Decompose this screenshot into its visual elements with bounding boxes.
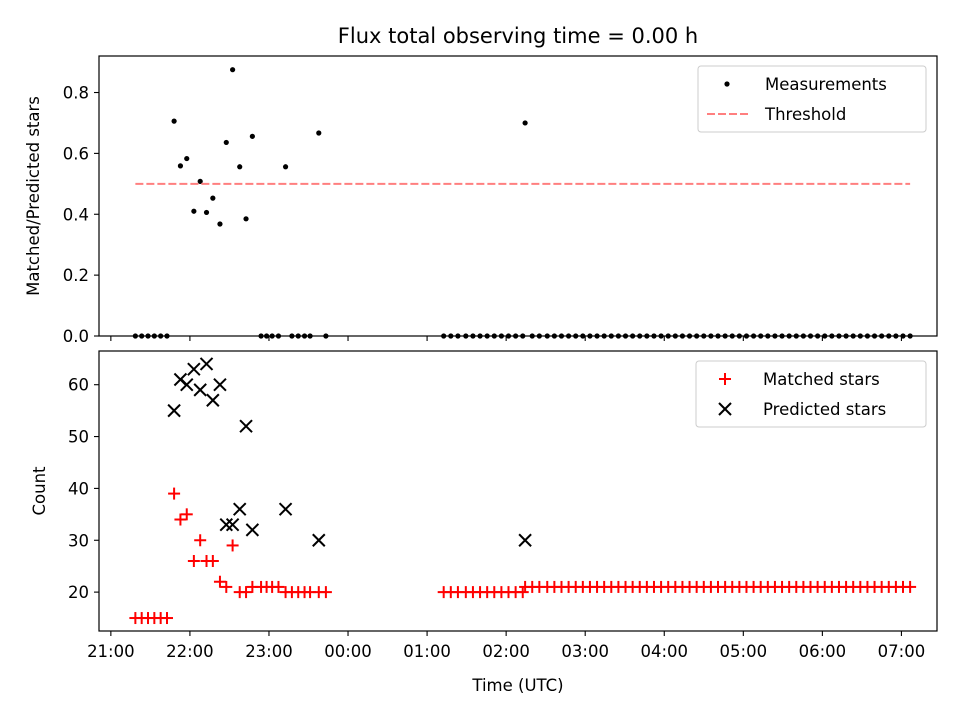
matched-stars-point (226, 539, 239, 552)
x-tick-label: 23:00 (245, 642, 293, 661)
x-tick-label: 03:00 (561, 642, 609, 661)
measurement-point (249, 133, 255, 139)
matched-stars-point (168, 487, 181, 500)
measurement-point (210, 195, 216, 201)
chart-title: Flux total observing time = 0.00 h (338, 24, 698, 48)
measurement-point (184, 155, 190, 162)
predicted-stars-point (518, 533, 532, 547)
predicted-stars-point (245, 523, 260, 537)
x-tick-label: 02:00 (482, 642, 530, 661)
predicted-stars-point (180, 377, 194, 392)
bottom-y-ticks: 20 30 40 50 60 (68, 376, 99, 602)
measurement-point (197, 178, 203, 184)
measurement-point (230, 67, 236, 73)
x-tick-label: 01:00 (403, 642, 451, 661)
matched-stars-point (174, 513, 187, 526)
y-tick-label: 50 (68, 428, 89, 447)
legend-predicted-marker (718, 402, 732, 416)
x-tick-label: 04:00 (640, 642, 688, 661)
top-y-axis-label: Matched/Predicted stars (24, 96, 43, 296)
y-tick-label: 0.2 (63, 266, 89, 285)
bottom-panel: 20 30 40 50 60 21:00 22:00 23:00 00:00 01:00 02:0… (30, 350, 938, 695)
matched-stars-point (272, 580, 285, 593)
x-tick-label: 05:00 (720, 642, 768, 661)
measurement-point (217, 221, 223, 227)
measurement-point (223, 139, 229, 146)
matched-stars-point (187, 555, 200, 567)
predicted-stars-point (206, 393, 220, 407)
top-y-ticks: 0.0 0.2 0.4 0.6 0.8 (63, 84, 99, 346)
measurement-point (237, 164, 243, 170)
x-tick-label: 22:00 (166, 642, 214, 661)
measurement-point (282, 164, 289, 170)
matched-stars-point (220, 580, 233, 593)
measurement-point (243, 216, 249, 222)
matched-stars-point (516, 586, 529, 599)
top-legend-frame (697, 65, 927, 133)
y-tick-label: 30 (68, 531, 89, 550)
predicted-stars-point (312, 533, 326, 547)
x-tick-label: 21:00 (87, 642, 135, 661)
y-tick-label: 0.8 (63, 84, 89, 103)
legend-threshold-label: Threshold (764, 105, 846, 124)
bottom-legend-frame (695, 360, 927, 428)
bottom-axes-frame (98, 350, 938, 632)
bottom-x-ticks: 21:00 22:00 23:00 00:00 01:00 02:00 03:00 04:00… (87, 631, 925, 661)
predicted-stars-point (199, 357, 214, 371)
predicted-stars-point (278, 502, 293, 516)
matched-stars-point (319, 586, 332, 599)
measurement-point (171, 118, 177, 124)
y-tick-label: 0.0 (63, 327, 89, 346)
legend-predicted-label: Predicted stars (763, 400, 886, 419)
matched-stars-point (240, 586, 253, 599)
legend-measurements-label: Measurements (765, 75, 887, 94)
matched-stars-point (194, 534, 207, 547)
measurement-point (177, 163, 184, 169)
y-tick-label: 20 (68, 583, 89, 602)
predicted-stars-point (233, 502, 247, 516)
measurement-point (316, 130, 322, 136)
x-tick-label: 07:00 (878, 642, 926, 661)
measurement-point (522, 120, 528, 126)
matched-stars-point (904, 580, 917, 593)
predicted-stars-point (225, 517, 240, 532)
y-tick-label: 60 (68, 376, 89, 395)
matched-stars-point (206, 555, 219, 567)
bottom-plot-marks (129, 357, 917, 625)
matched-stars-point (160, 612, 173, 625)
matched-stars-point (180, 508, 193, 521)
top-legend: Measurements Threshold (697, 65, 927, 133)
x-tick-label: 06:00 (799, 642, 847, 661)
top-axes-frame (98, 55, 938, 337)
predicted-stars-point (219, 517, 233, 532)
predicted-stars-point (213, 377, 227, 392)
bottom-y-axis-label: Count (30, 466, 49, 516)
x-axis-label: Time (UTC) (471, 676, 563, 695)
x-tick-label: 00:00 (324, 642, 372, 661)
predicted-stars-point (193, 383, 207, 397)
matched-stars-point (213, 575, 226, 588)
top-x-ticks (110, 336, 902, 341)
y-tick-label: 0.4 (63, 205, 89, 224)
predicted-stars-point (187, 362, 201, 376)
y-tick-label: 0.6 (63, 144, 89, 163)
bottom-legend: Matched stars Predicted stars (695, 360, 927, 428)
y-tick-label: 40 (68, 479, 89, 498)
measurement-point (203, 209, 210, 216)
predicted-stars-point (167, 403, 181, 418)
legend-matched-marker (719, 373, 731, 385)
predicted-stars-point (239, 419, 253, 433)
legend-measurements-marker (724, 81, 730, 87)
legend-matched-label: Matched stars (763, 370, 880, 389)
top-panel: 0.00.20.40.60.8 Matched/Predicted stars … (24, 55, 938, 346)
measurement-point (191, 208, 197, 214)
